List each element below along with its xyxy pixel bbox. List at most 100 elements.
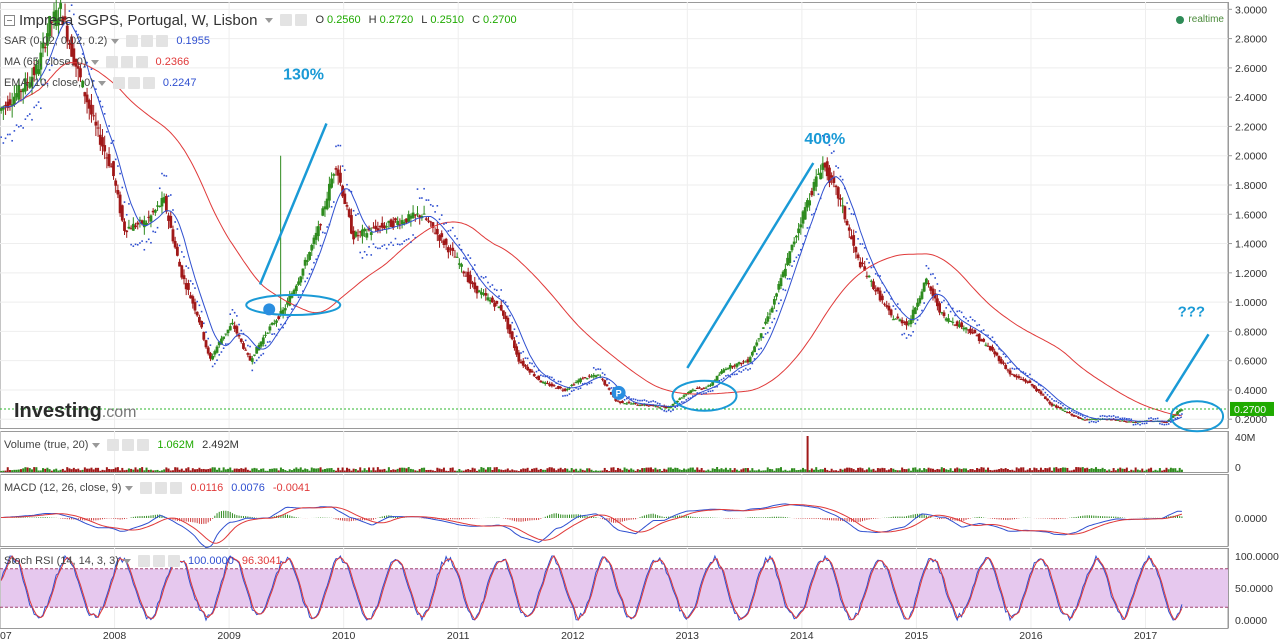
candle-body (63, 16, 67, 20)
volume-bar (542, 469, 545, 472)
candle-body (26, 81, 29, 83)
candle-body (462, 271, 466, 274)
sar-dot (196, 300, 199, 303)
volume-bar (0, 470, 3, 472)
volume-bar (883, 468, 886, 472)
candle-body (1041, 394, 1045, 396)
candle-body (671, 403, 675, 406)
eye-icon[interactable] (280, 14, 293, 26)
close-icon[interactable] (135, 56, 148, 68)
high-label: H (368, 14, 377, 26)
sar-dot (255, 359, 258, 362)
ema-legend[interactable]: EMA (10, close, 0) 0.2247 (4, 75, 197, 91)
gear-icon[interactable] (120, 56, 133, 68)
macd-dropdown-icon[interactable] (125, 485, 134, 491)
sar-dot (553, 378, 555, 381)
close-icon[interactable] (167, 555, 180, 567)
ema-dropdown-icon[interactable] (97, 80, 106, 86)
gear-icon[interactable] (155, 482, 168, 494)
candle-body (660, 405, 664, 407)
volume-bar (797, 469, 800, 472)
sar-dot (288, 315, 291, 317)
sar-dot (110, 142, 113, 144)
candle-body (231, 322, 234, 325)
volume-bar (1136, 469, 1139, 472)
close-icon[interactable] (156, 35, 169, 47)
volume-dropdown-icon[interactable] (92, 442, 101, 448)
sar-dot (368, 246, 370, 248)
volume-bar (48, 469, 51, 472)
candle-body (748, 357, 752, 363)
candle-body (931, 288, 935, 297)
volume-bar (969, 469, 972, 472)
volume-bar (174, 467, 177, 472)
candle-body (746, 359, 750, 363)
sar-dot (513, 328, 516, 331)
volume-bar (301, 469, 304, 472)
collapse-toggle-icon[interactable] (4, 14, 15, 26)
close-label: C (472, 14, 481, 26)
gear-icon[interactable] (127, 77, 140, 89)
eye-icon[interactable] (107, 439, 120, 451)
candle-body (184, 283, 188, 290)
candle-body (691, 389, 695, 391)
sar-dropdown-icon[interactable] (111, 38, 120, 44)
candle-body (570, 384, 574, 386)
close-icon[interactable] (142, 77, 155, 89)
candle-body (504, 315, 508, 320)
candle-body (358, 231, 362, 233)
sar-dot (128, 203, 130, 205)
volume-bar (962, 468, 965, 472)
volume-bar (440, 469, 443, 472)
sar-dot (526, 357, 529, 360)
macd-legend[interactable]: MACD (12, 26, close, 9) 0.0116 0.0076 -0… (4, 480, 310, 496)
eye-icon[interactable] (137, 555, 150, 567)
sar-dot (427, 199, 430, 201)
gear-icon[interactable] (295, 14, 308, 26)
sar-dot (262, 352, 265, 355)
volume-bar (498, 469, 501, 472)
sar-dot (302, 290, 304, 292)
volume-bar (898, 470, 901, 472)
eye-icon[interactable] (126, 35, 139, 47)
volume-bar (841, 469, 844, 472)
sar-dot (205, 331, 207, 333)
gear-icon[interactable] (122, 439, 135, 451)
stoch-legend[interactable]: Stoch RSI (14, 14, 3, 3) 100.0000 96.304… (4, 553, 282, 569)
gear-icon[interactable] (141, 35, 154, 47)
candle-body (645, 404, 649, 406)
volume-bar (995, 469, 998, 472)
sar-legend[interactable]: SAR (0.02, 0.02, 0.2) 0.1955 (4, 33, 210, 49)
sar-dot (51, 64, 53, 67)
close-icon[interactable] (170, 482, 183, 494)
title-dropdown-icon[interactable] (265, 17, 274, 23)
sar-dot (84, 65, 86, 68)
close-icon[interactable] (137, 439, 150, 451)
candle-body (266, 332, 270, 334)
sar-dot (469, 257, 472, 259)
eye-icon[interactable] (140, 482, 153, 494)
gear-icon[interactable] (152, 555, 165, 567)
ma-dropdown-icon[interactable] (90, 59, 99, 65)
candle-body (817, 173, 820, 175)
volume-tick-label: 40M (1235, 432, 1255, 444)
candle-body (1024, 379, 1027, 382)
stoch-dropdown-icon[interactable] (122, 558, 131, 564)
eye-icon[interactable] (105, 56, 118, 68)
volume-bar (394, 469, 397, 472)
candle-body (1136, 421, 1140, 423)
sar-dot (1117, 416, 1119, 418)
candle-body (433, 232, 437, 234)
volume-bar (1130, 469, 1133, 472)
candle-body (720, 371, 723, 374)
sar-dot (335, 145, 337, 148)
volume-bar (235, 468, 238, 472)
volume-legend[interactable]: Volume (true, 20) 1.062M 2.492M (4, 437, 239, 453)
ma-legend[interactable]: MA (65, close, 0) 0.2366 (4, 54, 189, 70)
sar-dot (344, 169, 346, 171)
volume-bar (1024, 470, 1027, 472)
volume-bar (711, 468, 714, 472)
sar-dot (500, 289, 503, 291)
eye-icon[interactable] (112, 77, 125, 89)
